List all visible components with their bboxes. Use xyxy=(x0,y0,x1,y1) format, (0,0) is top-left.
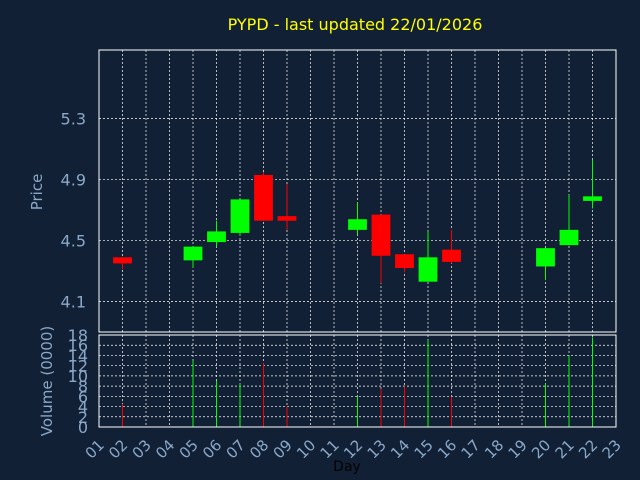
candle-body xyxy=(418,257,438,282)
candle-body xyxy=(536,248,555,267)
volume-tick-label: 14 xyxy=(68,346,88,365)
price-tick-label: 4.5 xyxy=(61,232,86,251)
volume-axis-label: Volume (0000) xyxy=(38,326,56,436)
volume-tick-label: 4 xyxy=(78,398,88,417)
candle-body xyxy=(348,219,367,230)
price-panel-frame xyxy=(98,49,617,333)
volume-tick-label: 6 xyxy=(78,387,88,406)
candle-body xyxy=(559,229,579,246)
candle-body xyxy=(442,249,461,262)
volume-panel-frame xyxy=(98,334,617,428)
candle-body xyxy=(277,216,297,221)
volume-tick-label: 10 xyxy=(68,367,88,386)
volume-tick-label: 18 xyxy=(68,326,88,345)
candle-body xyxy=(207,231,226,243)
chart-title: PYPD - last updated 22/01/2026 xyxy=(228,15,483,34)
volume-bars xyxy=(122,337,593,427)
price-tick-labels: 4.1 4.5 4.9 5.3 xyxy=(61,110,86,312)
price-tick-label: 4.1 xyxy=(61,293,86,312)
volume-tick-label: 2 xyxy=(78,408,88,427)
candle-body xyxy=(583,196,602,201)
price-axis-label: Price xyxy=(28,174,46,211)
candle-body xyxy=(254,174,273,221)
volume-tick-label: 8 xyxy=(78,377,88,396)
price-tick-label: 4.9 xyxy=(61,171,86,190)
volume-tick-label: 12 xyxy=(68,357,88,376)
candle-body xyxy=(371,214,391,256)
candle-body xyxy=(395,254,414,268)
volume-tick-label: 16 xyxy=(68,336,88,355)
volume-tick-label: 0 xyxy=(78,418,88,437)
candle-body xyxy=(113,257,132,264)
price-tick-label: 5.3 xyxy=(61,110,86,129)
x-axis-label: Day xyxy=(333,459,361,475)
price-candles xyxy=(113,159,602,284)
candle-body xyxy=(183,246,203,261)
candle-body xyxy=(230,199,250,233)
price-panel: 4.1 4.5 4.9 5.3 Price xyxy=(28,49,617,333)
